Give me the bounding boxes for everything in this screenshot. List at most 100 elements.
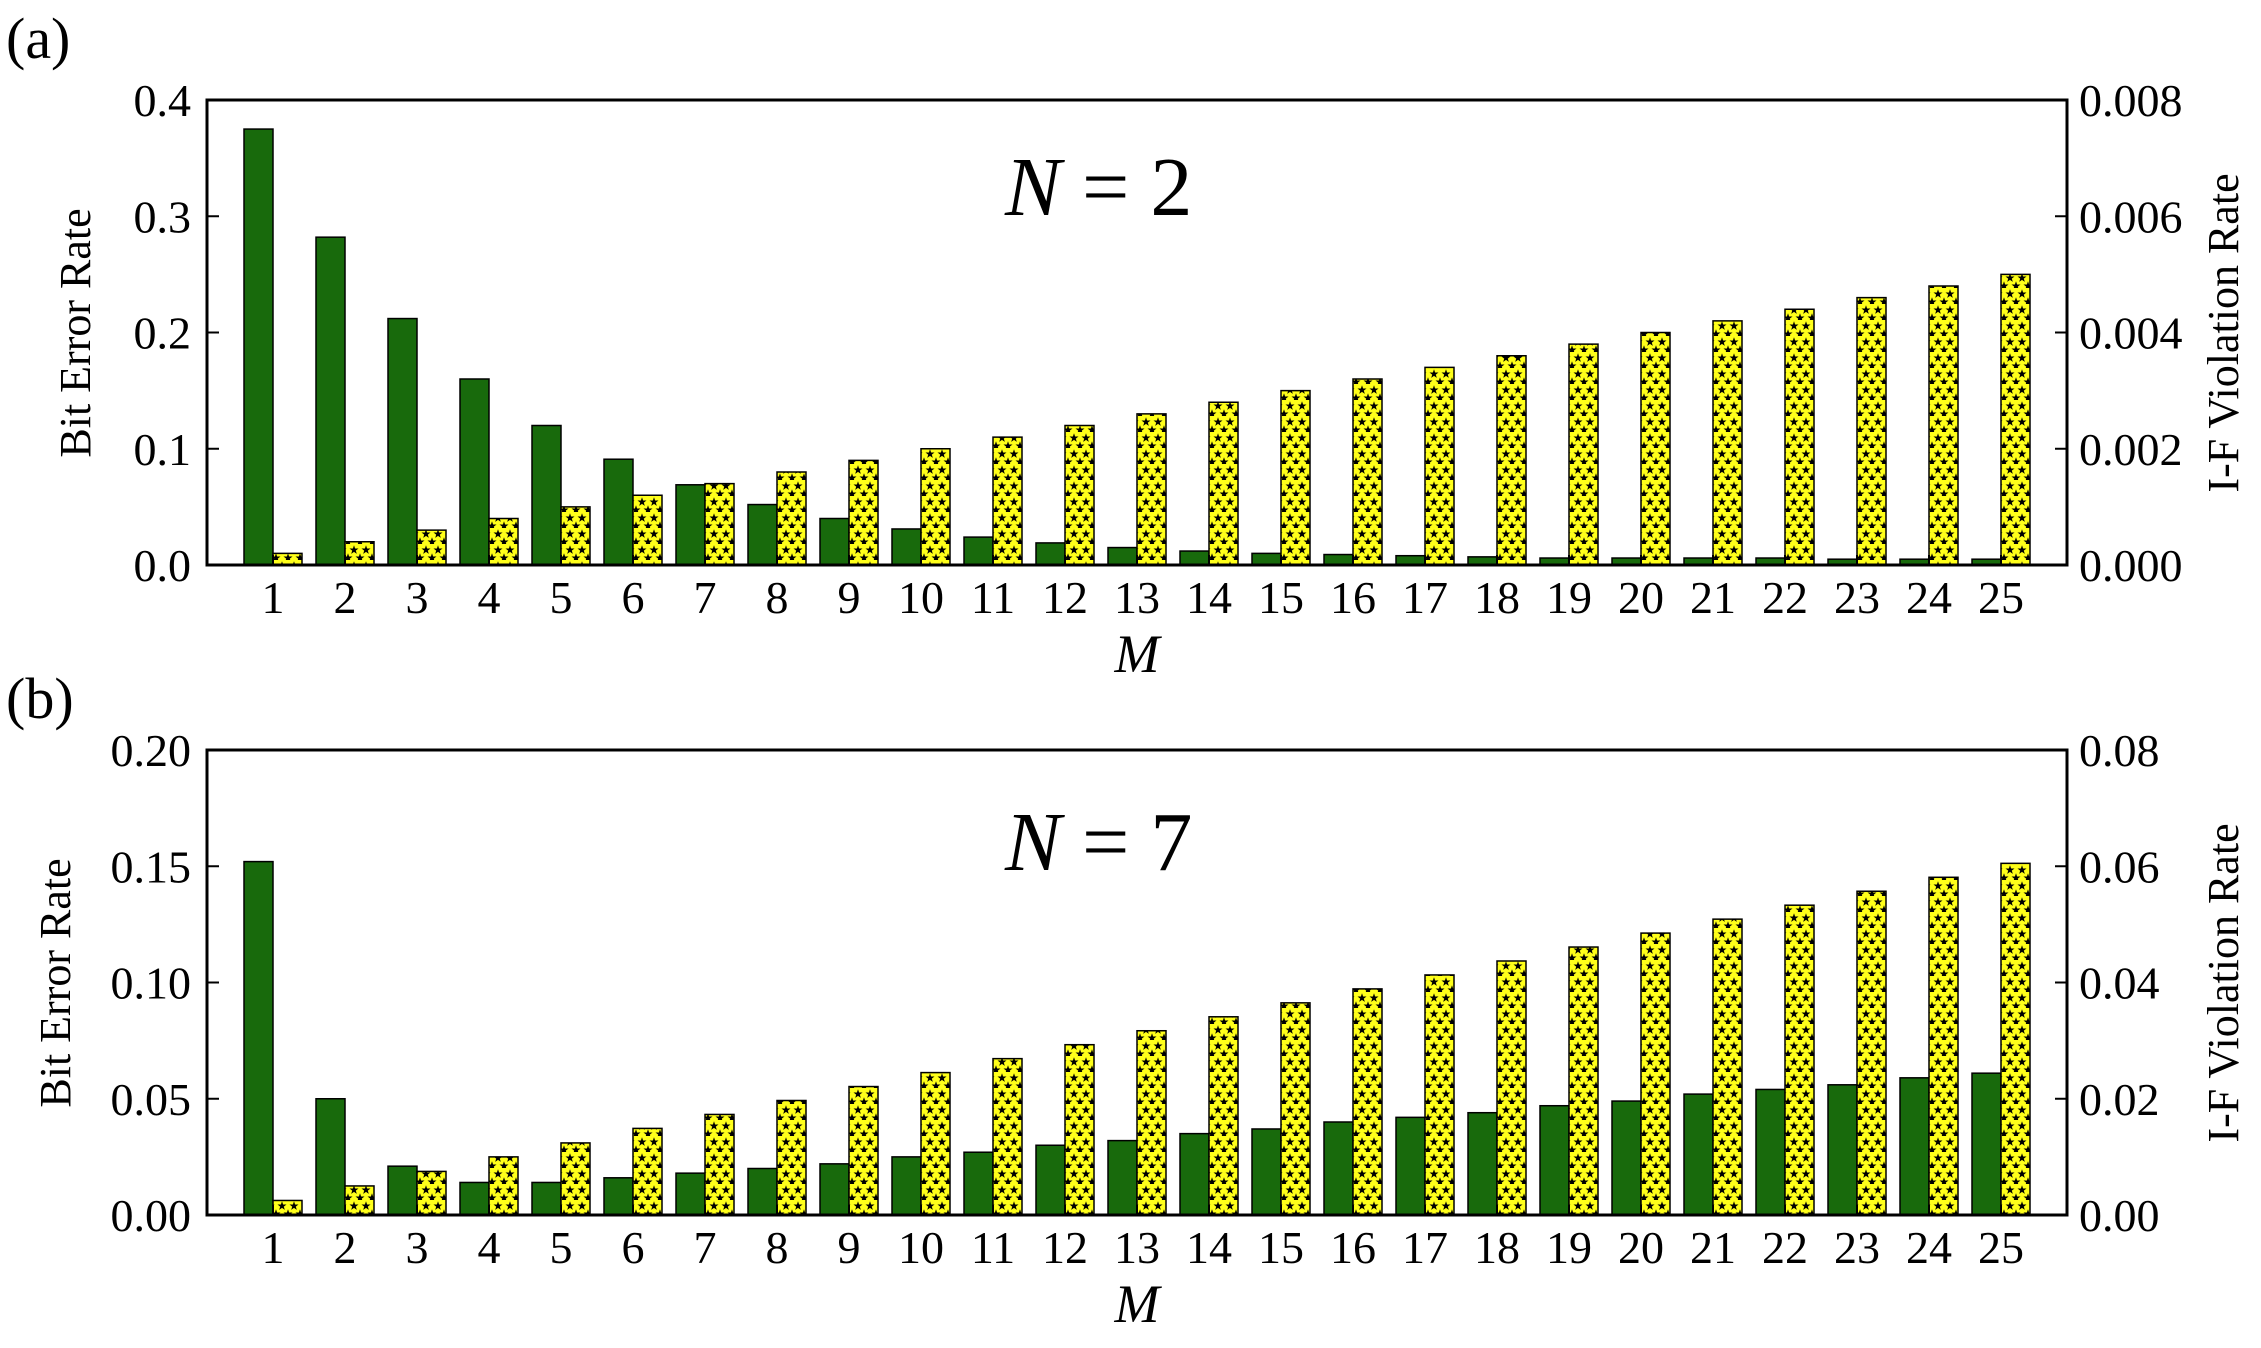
bar-bit-error-rate-a-14 xyxy=(1179,550,1210,566)
bar-if-violation-rate-a-14 xyxy=(1208,401,1239,566)
y-left-tick-label-a: 0.2 xyxy=(134,308,192,359)
bar-bit-error-rate-b-22 xyxy=(1755,1088,1786,1216)
y-left-tick-label-a: 0.3 xyxy=(134,191,192,242)
x-tick-label-a: 5 xyxy=(550,572,573,623)
x-tick-label-b: 3 xyxy=(406,1222,429,1273)
bar-if-violation-rate-a-13 xyxy=(1136,413,1167,566)
bar-bit-error-rate-a-9 xyxy=(819,517,850,566)
y-left-tick-label-a: 0.1 xyxy=(134,424,192,475)
annotation-b: N = 7 xyxy=(1004,796,1192,889)
bar-bit-error-rate-b-5 xyxy=(531,1181,562,1216)
ylabel-left-a: Bit Error Rate xyxy=(51,208,100,457)
bar-if-violation-rate-b-11 xyxy=(992,1057,1023,1216)
bar-bit-error-rate-b-18 xyxy=(1467,1111,1498,1216)
x-tick-label-b: 4 xyxy=(478,1222,501,1273)
bar-bit-error-rate-b-15 xyxy=(1251,1128,1282,1216)
bar-bit-error-rate-b-7 xyxy=(675,1172,706,1216)
bar-if-violation-rate-b-1 xyxy=(272,1199,303,1216)
ylabel-left-b: Bit Error Rate xyxy=(31,858,80,1107)
y-left-tick-label-b: 0.20 xyxy=(111,725,192,776)
bar-bit-error-rate-b-20 xyxy=(1611,1100,1642,1216)
bar-bit-error-rate-b-16 xyxy=(1323,1121,1354,1216)
y-right-tick-label-b: 0.06 xyxy=(2079,841,2160,892)
bar-if-violation-rate-a-10 xyxy=(920,448,951,566)
bar-bit-error-rate-a-8 xyxy=(747,503,778,566)
x-tick-label-b: 9 xyxy=(838,1222,861,1273)
bar-bit-error-rate-b-10 xyxy=(891,1156,922,1216)
x-tick-label-a: 24 xyxy=(1906,572,1952,623)
x-tick-label-a: 18 xyxy=(1474,572,1520,623)
bar-if-violation-rate-a-20 xyxy=(1640,331,1671,566)
bar-if-violation-rate-a-25 xyxy=(2000,273,2031,566)
bar-bit-error-rate-a-7 xyxy=(675,484,706,566)
y-left-tick-label-b: 0.00 xyxy=(111,1190,192,1241)
ylabel-right-a: I-F Violation Rate xyxy=(2199,173,2248,492)
y-right-tick-label-a: 0.002 xyxy=(2079,424,2183,475)
y-left-tick-label-a: 0.0 xyxy=(134,540,192,591)
bar-if-violation-rate-b-20 xyxy=(1640,932,1671,1216)
bar-if-violation-rate-a-24 xyxy=(1928,285,1959,566)
bar-bit-error-rate-b-24 xyxy=(1899,1077,1930,1216)
bar-if-violation-rate-b-3 xyxy=(416,1170,447,1216)
bar-bit-error-rate-b-9 xyxy=(819,1163,850,1216)
bar-if-violation-rate-a-8 xyxy=(776,471,807,566)
x-tick-label-a: 16 xyxy=(1330,572,1376,623)
bar-if-violation-rate-b-5 xyxy=(560,1142,591,1216)
xlabel-b: M xyxy=(1114,1274,1163,1334)
panel-label-b: (b) xyxy=(6,666,74,731)
bar-if-violation-rate-a-23 xyxy=(1856,296,1887,566)
bar-bit-error-rate-b-4 xyxy=(459,1181,490,1216)
bar-bit-error-rate-a-11 xyxy=(963,536,994,566)
x-tick-label-b: 16 xyxy=(1330,1222,1376,1273)
x-tick-label-b: 24 xyxy=(1906,1222,1952,1273)
bar-bit-error-rate-a-16 xyxy=(1323,553,1354,566)
bar-bit-error-rate-b-3 xyxy=(387,1165,418,1216)
x-tick-label-b: 5 xyxy=(550,1222,573,1273)
x-tick-label-a: 15 xyxy=(1258,572,1304,623)
x-tick-label-b: 13 xyxy=(1114,1222,1160,1273)
bar-if-violation-rate-b-15 xyxy=(1280,1002,1311,1216)
bar-if-violation-rate-a-11 xyxy=(992,436,1023,566)
x-tick-label-a: 2 xyxy=(334,572,357,623)
x-tick-label-b: 6 xyxy=(622,1222,645,1273)
bar-if-violation-rate-a-15 xyxy=(1280,389,1311,566)
bar-if-violation-rate-b-6 xyxy=(632,1127,663,1216)
bar-if-violation-rate-a-18 xyxy=(1496,355,1527,566)
annotation-b-rest: = 7 xyxy=(1061,796,1192,889)
chart-panel-b: (b) N = 7 1 2 3 4 5 6 7 8 9 10 11 12 13 14 15 16 17 18 19 2… xyxy=(6,666,2248,1334)
bar-bit-error-rate-a-1 xyxy=(243,128,274,566)
y-right-tick-label-b: 0.02 xyxy=(2079,1074,2160,1125)
y-right-tick-label-b: 0.08 xyxy=(2079,725,2160,776)
x-tick-label-b: 8 xyxy=(766,1222,789,1273)
x-tick-label-a: 19 xyxy=(1546,572,1592,623)
y-right-tick-label-a: 0.004 xyxy=(2079,308,2183,359)
bar-if-violation-rate-a-17 xyxy=(1424,366,1455,566)
bar-bit-error-rate-b-8 xyxy=(747,1167,778,1216)
bar-bit-error-rate-b-11 xyxy=(963,1151,994,1216)
ticks-group-a: 1 2 3 4 5 6 7 8 9 10 11 12 13 14 15 16 17 18 19 20 21 22 23 24 2… xyxy=(134,75,2183,623)
bar-if-violation-rate-b-8 xyxy=(776,1099,807,1216)
x-tick-label-b: 18 xyxy=(1474,1222,1520,1273)
bar-if-violation-rate-a-6 xyxy=(632,494,663,566)
bar-bit-error-rate-a-12 xyxy=(1035,542,1066,566)
x-tick-label-b: 25 xyxy=(1978,1222,2024,1273)
bar-if-violation-rate-b-13 xyxy=(1136,1029,1167,1216)
bar-if-violation-rate-a-16 xyxy=(1352,378,1383,566)
x-tick-label-b: 15 xyxy=(1258,1222,1304,1273)
bar-bit-error-rate-b-21 xyxy=(1683,1093,1714,1216)
y-left-tick-label-b: 0.10 xyxy=(111,958,192,1009)
x-tick-label-b: 12 xyxy=(1042,1222,1088,1273)
x-tick-label-a: 13 xyxy=(1114,572,1160,623)
y-right-tick-label-b: 0.04 xyxy=(2079,958,2160,1009)
x-tick-label-a: 3 xyxy=(406,572,429,623)
x-tick-label-a: 1 xyxy=(262,572,285,623)
bar-if-violation-rate-b-4 xyxy=(488,1156,519,1216)
x-tick-label-a: 6 xyxy=(622,572,645,623)
bar-bit-error-rate-b-13 xyxy=(1107,1139,1138,1216)
bar-bit-error-rate-a-3 xyxy=(387,317,418,566)
x-tick-label-a: 10 xyxy=(898,572,944,623)
bar-if-violation-rate-b-19 xyxy=(1568,946,1599,1216)
x-tick-label-b: 19 xyxy=(1546,1222,1592,1273)
bar-if-violation-rate-b-21 xyxy=(1712,918,1743,1216)
x-tick-label-b: 11 xyxy=(971,1222,1015,1273)
